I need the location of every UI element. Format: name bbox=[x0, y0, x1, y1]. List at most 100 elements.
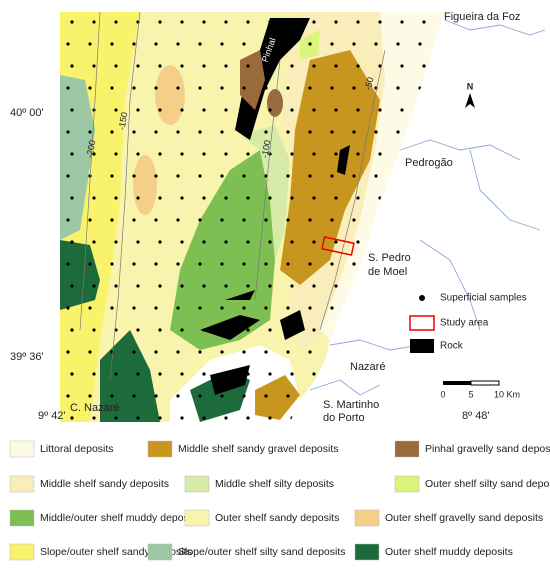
sample-dot bbox=[110, 394, 114, 398]
coordinate: 40º 00' bbox=[10, 107, 44, 119]
sample-dot bbox=[286, 350, 290, 354]
sample-dot bbox=[356, 152, 360, 156]
sample-dot bbox=[180, 108, 184, 112]
place-label: S. Pedro bbox=[368, 252, 411, 264]
sample-dot bbox=[268, 20, 272, 24]
sample-dot bbox=[290, 196, 294, 200]
sample-dot bbox=[180, 240, 184, 244]
sample-dot bbox=[136, 196, 140, 200]
sample-dot bbox=[180, 328, 184, 332]
sample-dot bbox=[88, 86, 92, 90]
sample-dot bbox=[114, 416, 118, 420]
sample-dot bbox=[330, 350, 334, 354]
rock bbox=[235, 18, 310, 140]
legend-dot bbox=[419, 295, 425, 301]
sample-dot bbox=[242, 130, 246, 134]
sample-dot bbox=[176, 350, 180, 354]
sample-dot bbox=[198, 130, 202, 134]
sample-dot bbox=[400, 240, 404, 244]
sample-dot bbox=[132, 394, 136, 398]
sample-dot bbox=[378, 240, 382, 244]
sample-dot bbox=[154, 394, 158, 398]
sample-dot bbox=[202, 152, 206, 156]
legend-swatch bbox=[184, 475, 210, 493]
sample-dot bbox=[334, 328, 338, 332]
sample-dot bbox=[268, 108, 272, 112]
sample-dot bbox=[378, 64, 382, 68]
sample-dot bbox=[110, 42, 114, 46]
sample-dot bbox=[290, 372, 294, 376]
legend-label: Littoral deposits bbox=[40, 443, 114, 455]
sample-dot bbox=[264, 218, 268, 222]
sample-dot bbox=[378, 108, 382, 112]
sample-dot bbox=[246, 196, 250, 200]
place-label: Figueira da Foz bbox=[444, 11, 520, 23]
sample-dot bbox=[268, 196, 272, 200]
sample-dot bbox=[352, 174, 356, 178]
sample-dot bbox=[70, 328, 74, 332]
sample-dot bbox=[92, 284, 96, 288]
sample-dot bbox=[356, 284, 360, 288]
scale-label: 10 Km bbox=[494, 389, 520, 399]
sample-dot bbox=[400, 328, 404, 332]
sample-dot bbox=[374, 218, 378, 222]
sample-dot bbox=[286, 306, 290, 310]
sample-dot bbox=[264, 394, 268, 398]
sample-dot bbox=[180, 372, 184, 376]
sample-dot bbox=[334, 284, 338, 288]
legend-label: Middle shelf sandy gravel deposits bbox=[178, 443, 339, 455]
sample-dot bbox=[88, 350, 92, 354]
legend-label: Outer shelf muddy deposits bbox=[385, 546, 513, 558]
sample-dot bbox=[378, 328, 382, 332]
sample-dot bbox=[198, 262, 202, 266]
sample-dot bbox=[202, 240, 206, 244]
sample-dot bbox=[418, 86, 422, 90]
sample-dot bbox=[312, 328, 316, 332]
sample-dot bbox=[136, 240, 140, 244]
sample-dot bbox=[308, 86, 312, 90]
sample-dot bbox=[220, 130, 224, 134]
sample-dot bbox=[66, 394, 70, 398]
sample-dot bbox=[308, 42, 312, 46]
contour bbox=[79, 12, 101, 331]
sample-dot bbox=[312, 108, 316, 112]
legend-label: Middle/outer shelf muddy deposits bbox=[40, 512, 199, 524]
sample-dot bbox=[66, 262, 70, 266]
sample-dot bbox=[158, 284, 162, 288]
place-label: S. Martinho bbox=[323, 399, 379, 411]
sample-dot bbox=[224, 328, 228, 332]
sample-dot bbox=[66, 218, 70, 222]
sample-dot bbox=[92, 328, 96, 332]
sample-dot bbox=[132, 350, 136, 354]
sample-dot bbox=[88, 306, 92, 310]
sample-dot bbox=[202, 108, 206, 112]
sample-dot bbox=[334, 372, 338, 376]
sample-dot bbox=[180, 284, 184, 288]
sample-dot bbox=[422, 284, 426, 288]
sample-dot bbox=[264, 262, 268, 266]
sample-dot bbox=[198, 394, 202, 398]
scale-bar bbox=[443, 381, 471, 385]
sample-dot bbox=[158, 196, 162, 200]
contour-label: -100 bbox=[259, 139, 272, 158]
sample-dot bbox=[136, 108, 140, 112]
sample-dot bbox=[400, 284, 404, 288]
sample-dot bbox=[224, 284, 228, 288]
sample-dot bbox=[70, 64, 74, 68]
sample-dot bbox=[440, 130, 444, 134]
sample-dot bbox=[268, 240, 272, 244]
sample-dot bbox=[264, 174, 268, 178]
legend-label: Middle shelf sandy deposits bbox=[40, 478, 169, 490]
outer-muddy bbox=[60, 240, 100, 310]
sample-dot bbox=[352, 86, 356, 90]
sample-dot bbox=[264, 86, 268, 90]
sample-dot bbox=[242, 350, 246, 354]
sample-dot bbox=[400, 416, 404, 420]
legend-rock bbox=[410, 339, 434, 353]
sample-dot bbox=[132, 218, 136, 222]
sample-dot bbox=[202, 20, 206, 24]
sample-dot bbox=[334, 196, 338, 200]
sample-dot bbox=[246, 416, 250, 420]
littoral bbox=[320, 12, 445, 340]
sample-dot bbox=[400, 196, 404, 200]
